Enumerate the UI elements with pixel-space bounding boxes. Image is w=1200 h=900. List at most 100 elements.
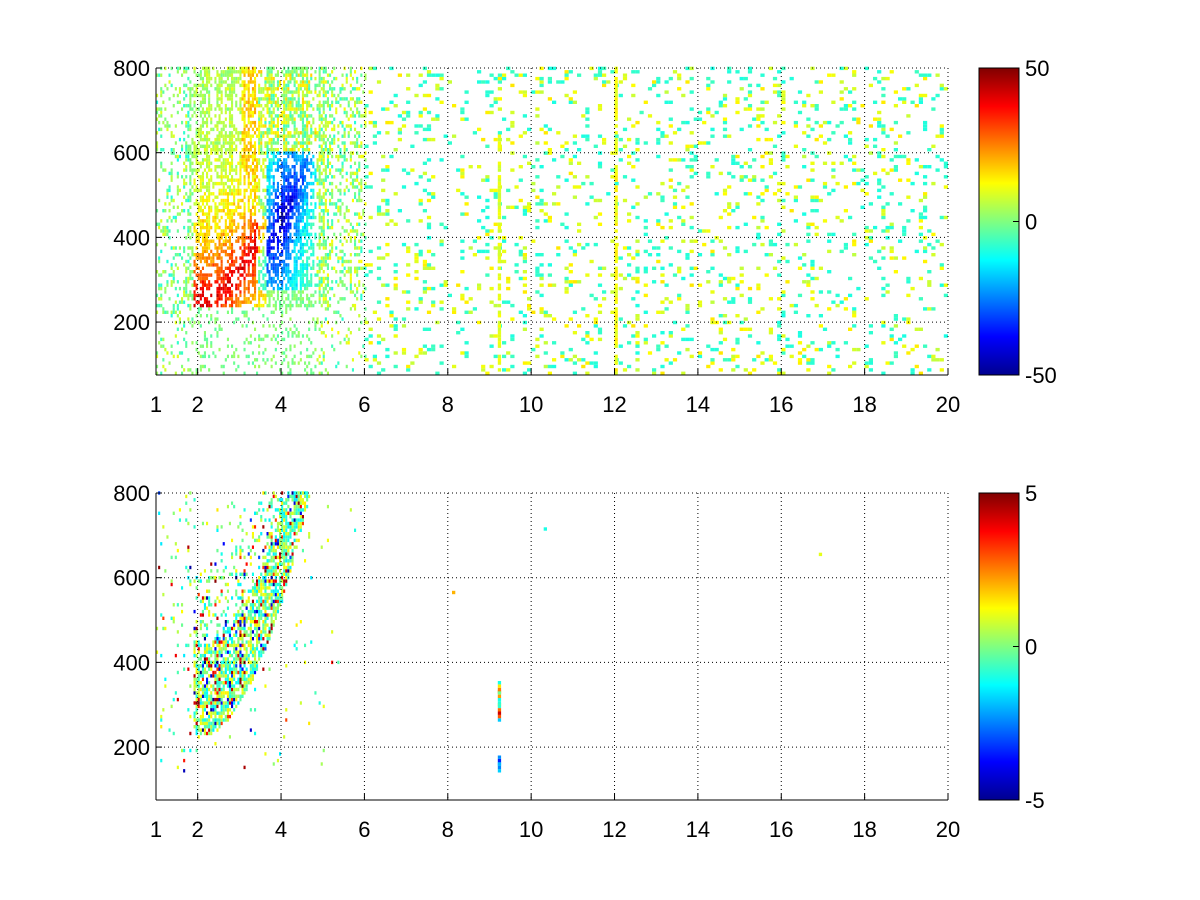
heatmap-cell: [287, 364, 290, 369]
heatmap-cell: [289, 232, 292, 237]
heatmap-cell: [435, 371, 440, 375]
heatmap-cell: [310, 246, 313, 250]
heatmap-cell: [304, 303, 307, 308]
heatmap-cell: [281, 273, 284, 277]
heatmap-cell: [689, 107, 694, 111]
heatmap-cell: [318, 327, 321, 331]
heatmap-cell: [224, 253, 227, 257]
heatmap-cell: [568, 317, 573, 321]
heatmap-cell: [331, 249, 334, 254]
heatmap-cell: [376, 256, 382, 260]
heatmap-cell: [385, 165, 390, 169]
heatmap-cell: [308, 141, 311, 145]
heatmap-cell: [322, 181, 325, 186]
heatmap-cell: [652, 246, 657, 250]
heatmap-cell: [193, 70, 196, 74]
heatmap-cell: [610, 273, 615, 277]
heatmap-cell: [220, 100, 223, 104]
heatmap-cell: [643, 283, 648, 287]
heatmap-cell: [235, 137, 238, 142]
heatmap-cell: [268, 171, 271, 176]
heatmap-cell: [199, 90, 202, 94]
heatmap-cell: [304, 209, 307, 213]
heatmap-cell: [293, 165, 296, 169]
heatmap-cell: [226, 107, 229, 111]
heatmap-cell: [552, 66, 557, 71]
heatmap-cell: [249, 280, 252, 284]
heatmap-cell: [481, 178, 486, 182]
heatmap-cell: [264, 300, 267, 304]
heatmap-cell: [539, 127, 544, 132]
heatmap-cell: [216, 310, 219, 314]
heatmap-cell: [497, 87, 502, 91]
heatmap-cell: [635, 290, 640, 294]
heatmap-cell: [485, 178, 490, 182]
heatmap-cell: [210, 303, 213, 308]
heatmap-cell: [301, 266, 304, 270]
heatmap-cell: [385, 168, 390, 172]
heatmap-cell: [285, 87, 288, 91]
heatmap-cell: [258, 364, 261, 369]
heatmap-cell: [251, 246, 254, 250]
heatmap-cell: [489, 188, 494, 193]
heatmap-cell: [401, 347, 407, 352]
heatmap-cell: [224, 117, 227, 121]
heatmap-cell: [281, 202, 284, 206]
heatmap-cell: [289, 181, 292, 186]
heatmap-cell: [760, 361, 765, 365]
heatmap-cell: [552, 192, 557, 196]
heatmap-cell: [276, 80, 279, 84]
heatmap-cell: [276, 263, 279, 267]
heatmap-cell: [308, 320, 311, 325]
heatmap-cell: [216, 300, 219, 304]
heatmap-cell: [381, 337, 386, 342]
heatmap-cell: [201, 202, 204, 206]
heatmap-cell: [422, 266, 427, 270]
heatmap-cell: [258, 117, 261, 121]
heatmap-cell: [247, 181, 250, 186]
heatmap-cell: [306, 202, 309, 206]
heatmap-cell: [295, 80, 298, 84]
heatmap-cell: [235, 144, 238, 148]
heatmap-cell: [343, 154, 346, 159]
heatmap-cell: [199, 303, 202, 308]
heatmap-cell: [316, 320, 319, 325]
heatmap-cell: [254, 358, 257, 362]
heatmap-cell: [208, 229, 211, 233]
heatmap-cell: [314, 273, 317, 277]
heatmap-cell: [635, 317, 640, 321]
heatmap-cell: [656, 192, 661, 196]
heatmap-cell: [258, 70, 261, 74]
heatmap-cell: [266, 198, 269, 203]
heatmap-cell: [170, 175, 173, 179]
heatmap-cell: [339, 188, 342, 193]
heatmap-cell: [295, 303, 298, 308]
heatmap-cell: [266, 93, 269, 98]
heatmap-cell: [239, 165, 242, 169]
heatmap-cell: [251, 270, 254, 274]
heatmap-cell: [203, 87, 206, 91]
heatmap-cell: [249, 124, 252, 128]
heatmap-cell: [660, 239, 665, 243]
heatmap-cell: [689, 266, 694, 270]
heatmap-cell: [764, 185, 769, 189]
heatmap-cell: [285, 104, 288, 108]
heatmap-cell: [685, 185, 690, 189]
heatmap-cell: [318, 90, 321, 94]
heatmap-cell: [306, 334, 309, 338]
heatmap-cell: [306, 100, 309, 104]
heatmap-cell: [189, 181, 192, 186]
heatmap-cell: [231, 144, 234, 148]
heatmap-cell: [345, 110, 348, 115]
heatmap-cell: [310, 303, 313, 308]
heatmap-cell: [270, 283, 273, 287]
heatmap-cell: [266, 280, 269, 284]
heatmap-cell: [306, 215, 309, 220]
heatmap-cell: [166, 195, 169, 199]
heatmap-cell: [270, 76, 273, 81]
heatmap-cell: [297, 93, 300, 98]
heatmap-cell: [268, 148, 271, 152]
heatmap-cell: [228, 276, 231, 281]
heatmap-cell: [254, 270, 257, 274]
heatmap-cell: [201, 117, 204, 121]
